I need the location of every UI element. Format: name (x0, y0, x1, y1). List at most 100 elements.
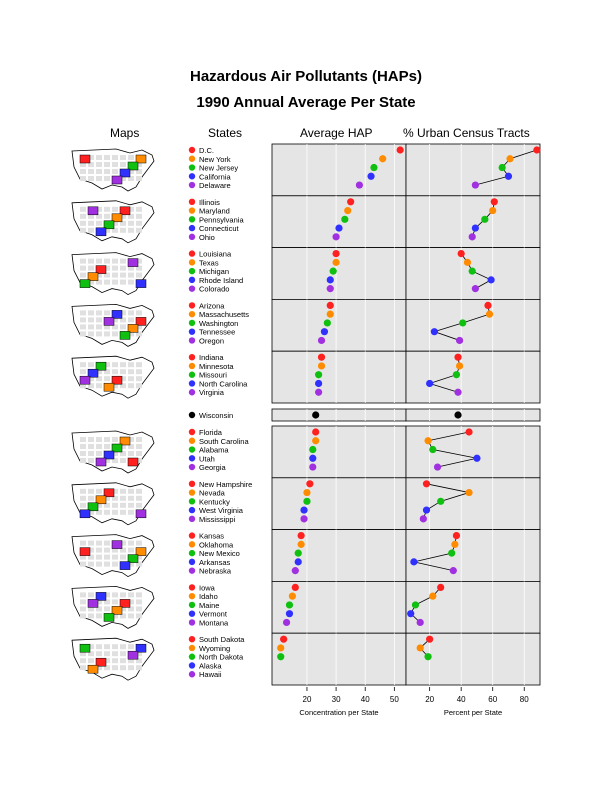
map-cell-26 (88, 383, 94, 389)
state-label-3-4: Rhode Island (199, 276, 243, 285)
legend-dot-3-1 (188, 250, 196, 257)
map-cell-31 (128, 383, 134, 389)
map-cell-7 (128, 362, 134, 368)
point-2-8-3 (437, 497, 445, 505)
point-1-4-5 (317, 336, 326, 345)
map-cell-3 (96, 644, 102, 650)
legend-dot-2-2 (188, 207, 196, 214)
map-cell-5 (112, 488, 118, 494)
point-1-9-1 (297, 532, 305, 540)
map-cell-11 (96, 369, 102, 375)
legend-dot-11-1 (188, 636, 196, 643)
point-2-11-1 (426, 635, 434, 643)
map-cell-11 (96, 162, 102, 167)
point-2-3-3 (468, 267, 476, 275)
map-state-ohio (87, 206, 99, 216)
map-cell-3 (96, 155, 102, 160)
map-cell-28 (104, 279, 110, 285)
map-cell-19 (96, 169, 102, 174)
map-cell-13 (112, 317, 118, 323)
map-cell-16 (136, 495, 142, 501)
point-1-7-1 (312, 428, 320, 436)
state-label-6-1: Wisconsin (199, 411, 233, 420)
map-state-wyoming (87, 664, 99, 674)
map-cell-13 (112, 265, 118, 271)
point-2-11-2 (416, 644, 424, 652)
map-cell-26 (88, 458, 94, 463)
state-label-7-5: Georgia (199, 463, 227, 472)
map-cell-31 (128, 279, 134, 285)
legend-dot-4-1 (188, 302, 196, 309)
micromap-9 (71, 534, 155, 578)
legend-dot-6-1 (188, 411, 196, 419)
map-state-idaho (111, 606, 123, 615)
point-1-4-4 (320, 328, 329, 336)
map-cell-3 (96, 437, 102, 442)
map-cell-19 (96, 272, 102, 278)
point-1-8-3 (303, 497, 311, 505)
state-label-7-3: Alabama (199, 446, 229, 455)
map-cell-4 (104, 155, 110, 160)
point-2-8-4 (422, 506, 431, 514)
map-cell-4 (104, 310, 110, 316)
map-cell-10 (88, 547, 94, 553)
map-cell-28 (104, 509, 110, 515)
map-cell-2 (88, 592, 94, 598)
map-cell-23 (128, 169, 134, 174)
state-label-8-3: Kentucky (199, 497, 230, 506)
point-1-11-2 (277, 644, 285, 652)
map-state-alaska (135, 643, 147, 653)
map-cell-24 (136, 324, 142, 330)
map-cell-6 (120, 644, 126, 650)
map-cell-17 (80, 324, 86, 330)
point-2-2-2 (489, 206, 497, 215)
map-state-massachusetts (127, 324, 139, 333)
point-2-9-5 (449, 567, 457, 575)
legend-dot-10-4 (188, 610, 196, 617)
legend-dot-9-3 (188, 549, 196, 557)
point-2-4-3 (459, 319, 467, 327)
map-cell-12 (104, 265, 110, 271)
map-cell-4 (104, 362, 110, 368)
map-cell-22 (120, 324, 126, 330)
map-cell-4 (104, 644, 110, 650)
micromap-5 (71, 355, 155, 399)
legend-dot-8-5 (188, 515, 196, 523)
micromap-10 (71, 585, 155, 629)
map-cell-12 (104, 651, 110, 657)
map-cell-18 (88, 554, 94, 560)
map-cell-13 (112, 369, 118, 375)
legend-dot-1-5 (188, 181, 196, 189)
map-cell-18 (88, 169, 94, 174)
map-cell-11 (96, 651, 102, 657)
point-1-8-1 (306, 480, 314, 488)
point-1-11-3 (277, 653, 285, 661)
point-2-5-1 (454, 353, 462, 361)
legend-dot-9-5 (188, 567, 196, 574)
map-cell-10 (88, 213, 94, 219)
map-cell-21 (112, 220, 118, 226)
map-state-south-carolina (119, 436, 131, 446)
point-2-4-4 (430, 328, 438, 336)
map-cell-26 (88, 331, 94, 337)
point-1-9-4 (294, 558, 302, 566)
map-cell-19 (96, 324, 102, 330)
point-2-9-4 (410, 558, 418, 566)
map-state-texas (87, 272, 99, 281)
map-cell-28 (104, 561, 110, 567)
map-cell-26 (88, 613, 94, 619)
micromap-1 (71, 148, 155, 192)
map-cell-10 (88, 162, 94, 167)
map-state-new-hampshire (103, 488, 115, 498)
state-label-8-2: Nevada (199, 489, 226, 498)
map-cell-32 (136, 665, 142, 671)
point-1-4-1 (326, 301, 334, 309)
map-cell-1 (80, 310, 86, 316)
state-label-2-1: Illinois (199, 198, 220, 207)
point-1-7-3 (309, 445, 317, 454)
map-cell-14 (120, 369, 126, 375)
point-2-10-2 (429, 592, 437, 600)
legend-dot-8-2 (188, 489, 196, 496)
point-2-1-2 (506, 155, 514, 163)
map-cell-25 (80, 561, 86, 567)
